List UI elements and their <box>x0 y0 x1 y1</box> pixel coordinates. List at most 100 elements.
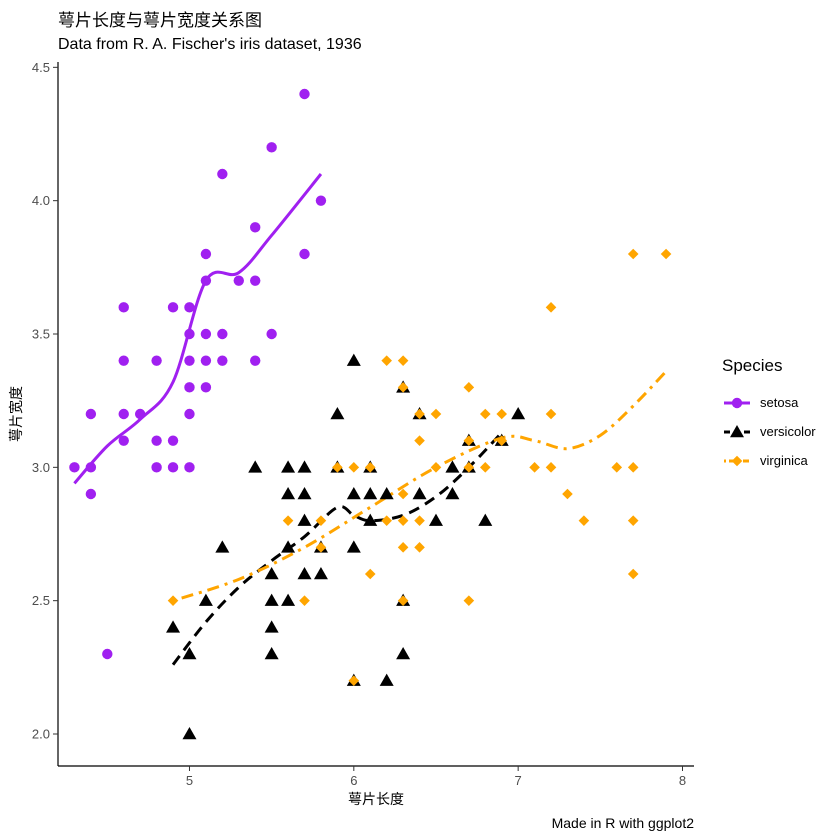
point-virginica <box>463 462 475 473</box>
legend-item-virginica: virginica <box>722 446 816 475</box>
point-virginica <box>364 462 376 473</box>
x-axis-label: 萼片长度 <box>348 791 404 807</box>
point-setosa <box>167 435 179 446</box>
legend-label-virginica: virginica <box>760 453 808 468</box>
legend-key-setosa <box>724 397 750 408</box>
point-setosa <box>134 408 146 420</box>
smooth-line-versicolor <box>171 431 503 666</box>
point-versicolor <box>396 647 411 660</box>
point-setosa <box>299 248 310 260</box>
point-virginica <box>496 408 508 420</box>
point-virginica <box>627 515 639 526</box>
point-versicolor <box>363 513 378 526</box>
point-virginica <box>348 675 360 686</box>
point-virginica <box>315 542 327 553</box>
point-setosa <box>200 328 212 340</box>
legend-item-versicolor: versicolor <box>722 417 816 446</box>
data-points <box>69 88 672 740</box>
point-virginica <box>397 355 409 366</box>
legend-key-virginica <box>724 455 750 466</box>
point-virginica <box>545 408 557 420</box>
legend-key-versicolor <box>724 424 750 437</box>
point-virginica <box>578 515 590 526</box>
chart-subtitle: Data from R. A. Fischer's iris dataset, … <box>58 36 362 53</box>
point-versicolor <box>281 460 296 473</box>
x-tick-label: 6 <box>350 773 357 788</box>
point-virginica <box>397 515 409 526</box>
point-versicolor <box>248 460 263 473</box>
point-versicolor <box>330 407 345 420</box>
point-virginica <box>397 382 409 393</box>
point-virginica <box>414 435 425 446</box>
y-tick-label: 4.5 <box>32 60 50 75</box>
point-setosa <box>200 275 212 286</box>
point-virginica <box>167 595 179 606</box>
point-versicolor <box>346 487 361 500</box>
point-virginica <box>414 542 425 553</box>
point-setosa <box>118 302 129 313</box>
point-virginica <box>282 515 294 526</box>
point-setosa <box>250 275 261 286</box>
x-tick-label: 8 <box>679 773 686 788</box>
point-setosa <box>200 382 212 393</box>
point-virginica <box>364 568 376 580</box>
chart-title: 萼片长度与萼片宽度关系图 <box>58 11 262 30</box>
point-virginica <box>414 408 425 420</box>
point-versicolor <box>166 620 181 633</box>
point-versicolor <box>297 567 312 580</box>
point-virginica <box>315 515 327 526</box>
point-virginica <box>463 382 475 393</box>
point-versicolor <box>428 513 443 526</box>
point-versicolor <box>379 673 394 686</box>
point-setosa <box>266 142 277 153</box>
point-virginica <box>479 408 491 420</box>
point-setosa <box>217 168 228 180</box>
y-tick-label: 3.0 <box>32 460 50 475</box>
point-setosa <box>233 275 244 286</box>
point-virginica <box>299 595 310 606</box>
y-tick-label: 3.5 <box>32 327 50 342</box>
point-setosa <box>266 328 277 340</box>
smooth-line-virginica <box>172 370 668 603</box>
point-virginica <box>381 515 392 526</box>
legend-marker-setosa <box>731 397 743 408</box>
legend-label-versicolor: versicolor <box>760 424 816 439</box>
point-virginica <box>397 595 409 606</box>
point-versicolor <box>198 593 213 606</box>
point-virginica <box>627 248 639 260</box>
point-virginica <box>529 462 540 473</box>
point-virginica <box>496 435 508 446</box>
point-setosa <box>151 435 162 446</box>
point-virginica <box>545 302 557 313</box>
point-setosa <box>85 408 97 420</box>
x-tick-label: 5 <box>186 773 193 788</box>
y-tick-label: 2.5 <box>32 593 50 608</box>
point-setosa <box>299 88 310 100</box>
y-axis-label: 萼片宽度 <box>8 386 24 442</box>
point-setosa <box>102 648 113 660</box>
point-versicolor <box>346 540 361 553</box>
point-setosa <box>200 248 212 260</box>
chart-caption: Made in R with ggplot2 <box>551 815 694 831</box>
smooth-line-setosa <box>73 173 323 485</box>
point-setosa <box>69 462 80 473</box>
point-virginica <box>562 488 573 500</box>
point-setosa <box>184 302 195 313</box>
point-versicolor <box>264 647 279 660</box>
point-setosa <box>118 355 129 366</box>
point-setosa <box>184 462 195 473</box>
point-versicolor <box>363 487 378 500</box>
point-versicolor <box>412 487 427 500</box>
point-virginica <box>463 595 475 606</box>
point-setosa <box>315 195 327 206</box>
axes: 5 6 7 8 2.0 2.5 3.0 3.5 4.0 4.5 <box>32 60 694 788</box>
point-setosa <box>217 355 228 366</box>
point-setosa <box>85 488 97 500</box>
point-virginica <box>332 462 343 473</box>
y-tick-label: 2.0 <box>32 727 50 742</box>
point-setosa <box>167 302 179 313</box>
point-versicolor <box>182 647 197 660</box>
point-setosa <box>167 462 179 473</box>
point-versicolor <box>297 513 312 526</box>
legend-marker-virginica <box>731 455 743 466</box>
